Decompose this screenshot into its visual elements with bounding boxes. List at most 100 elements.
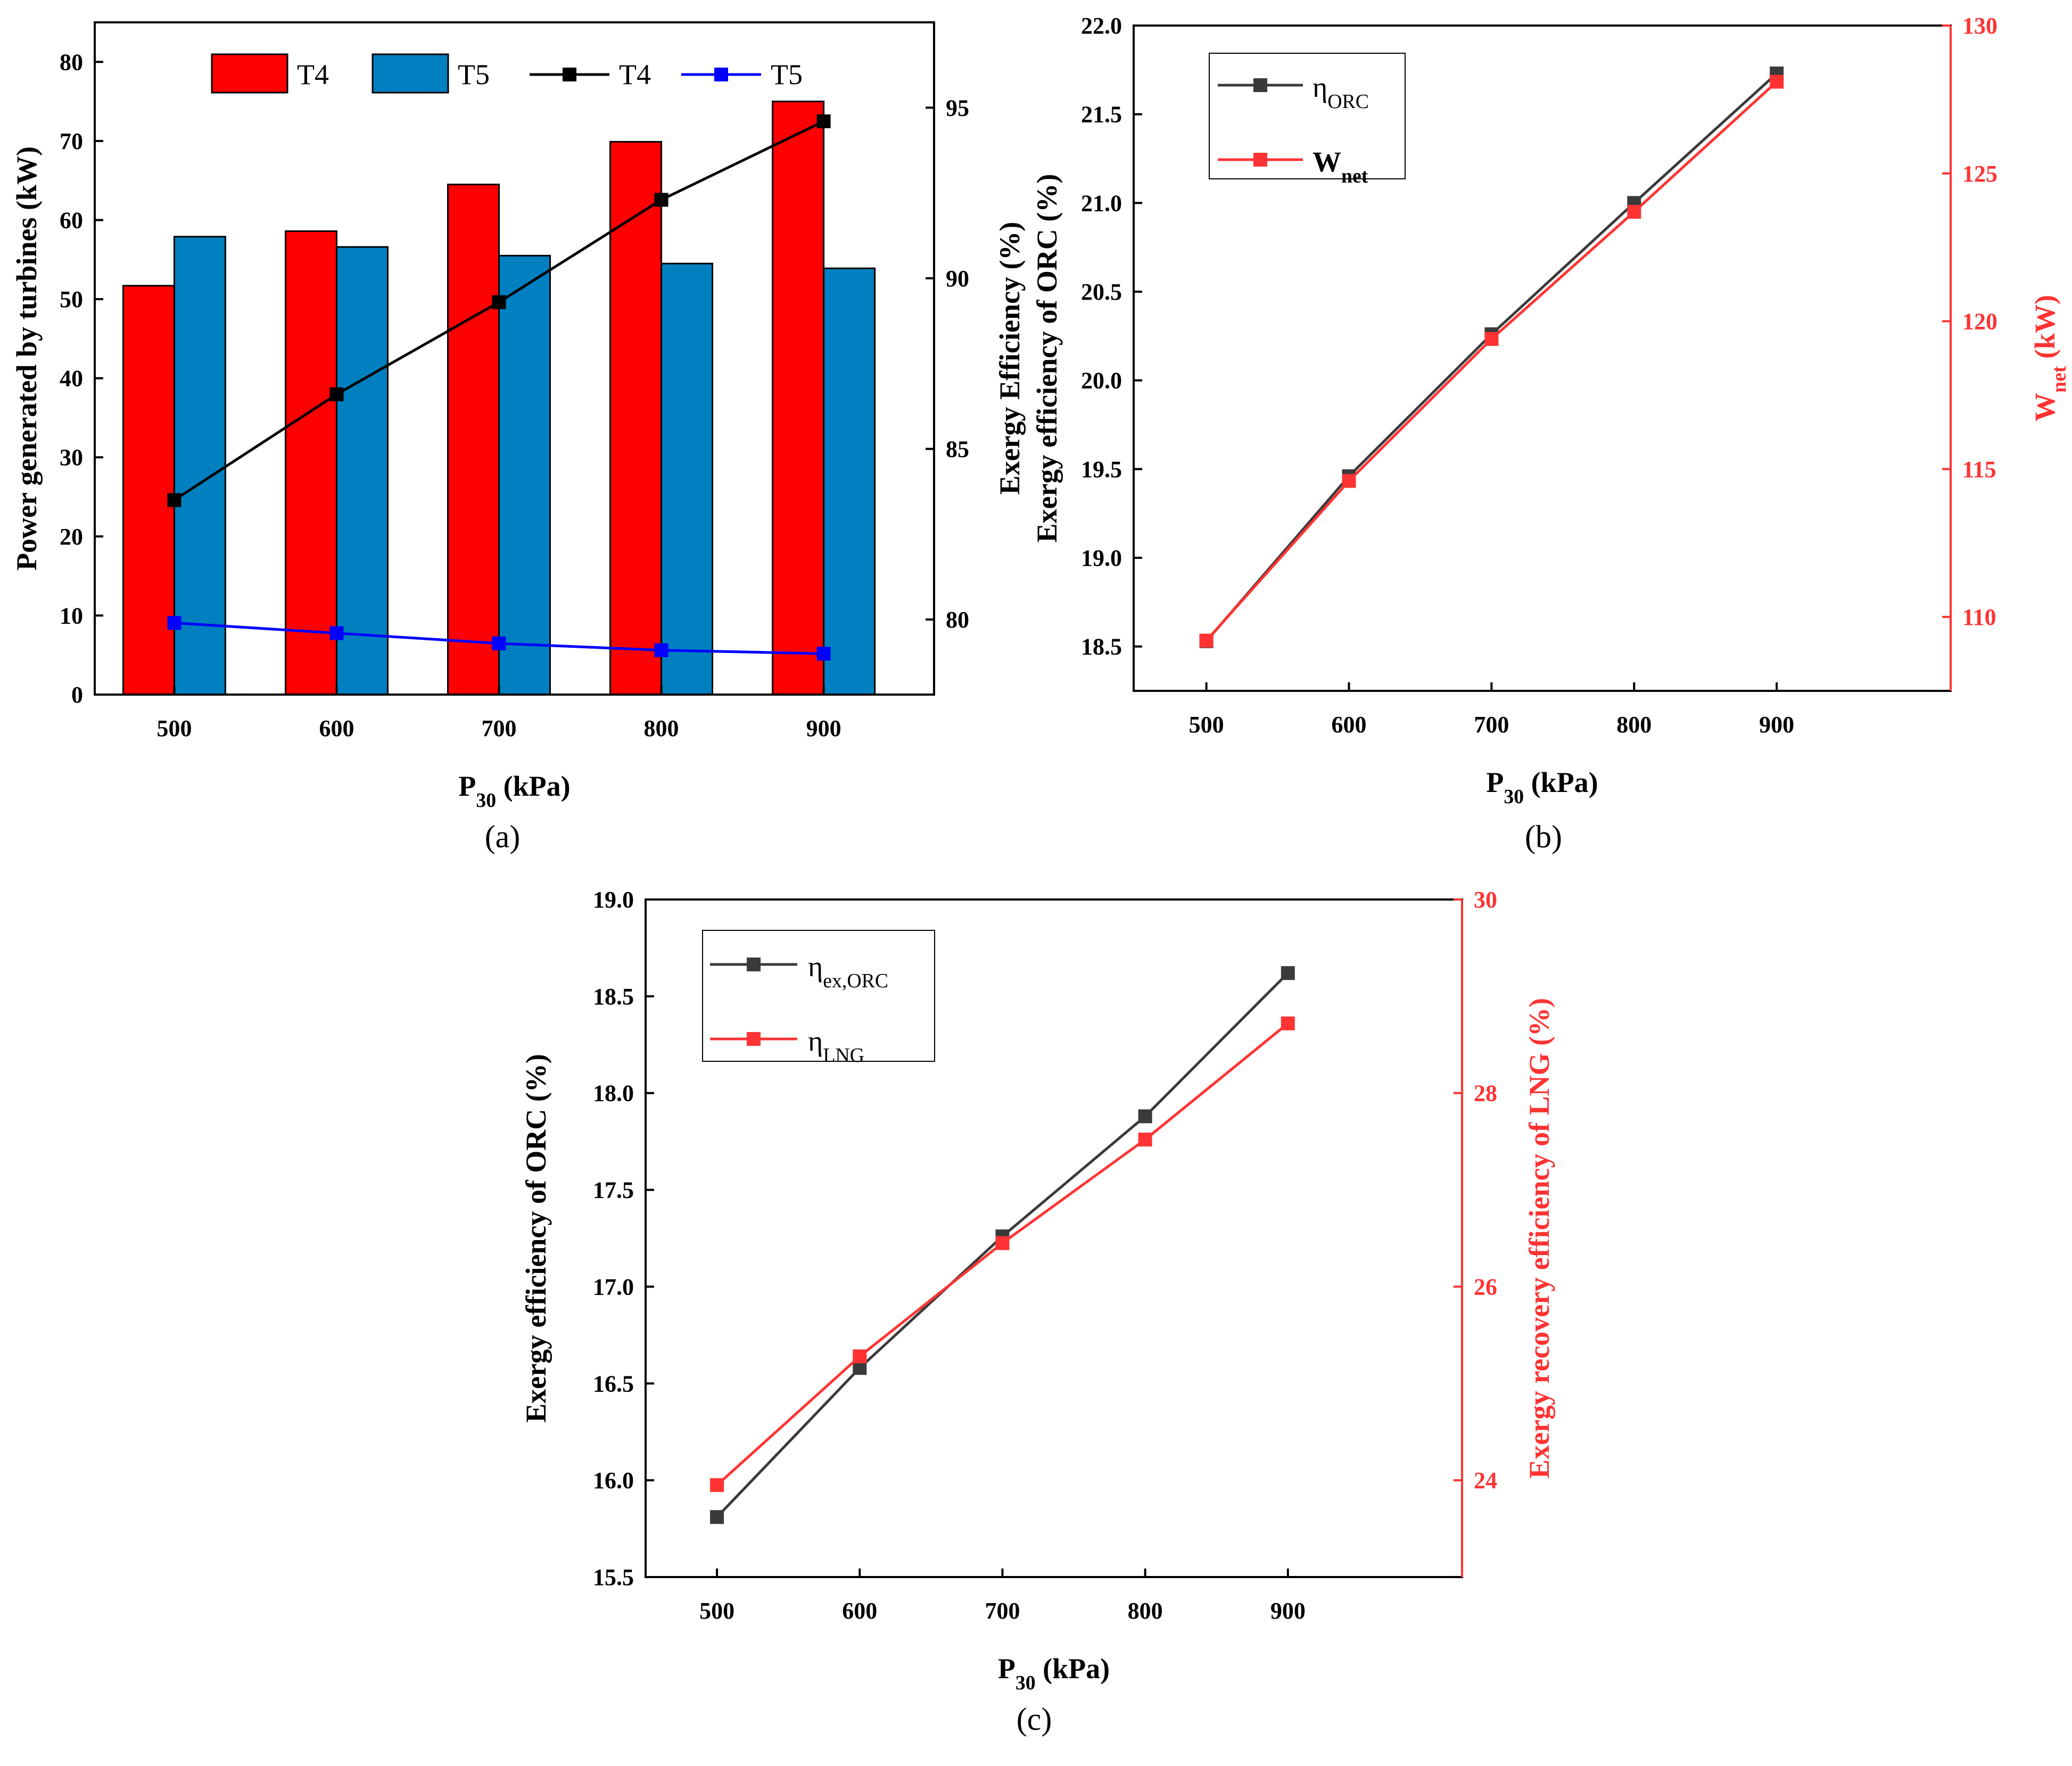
x-tick-label: 900 — [1759, 712, 1794, 738]
y-tick-label: 20.5 — [1081, 279, 1122, 305]
chart-panel-b: 500 600 700 800 900 P30 (kPa) 18.5 19.0 19.5 20.0… — [994, 13, 2070, 854]
y2-axis-title: Exergy recovery efficiency of LNG (%) — [1523, 998, 1555, 1479]
x-tick-label: 600 — [842, 1598, 877, 1624]
y2-tick-label: 120 — [1962, 309, 1997, 335]
point-net — [1627, 205, 1641, 219]
y-tick-label: 19.0 — [1081, 545, 1122, 571]
x-tick-label: 500 — [699, 1598, 734, 1624]
bar-t4 — [122, 285, 175, 696]
point-t4 — [816, 114, 831, 128]
y-tick-label: 19.5 — [1081, 456, 1122, 482]
y-tick-label: 21.5 — [1081, 102, 1122, 128]
y-tick-label: 30 — [60, 444, 83, 471]
y-tick-label: 18.0 — [593, 1080, 634, 1107]
panel-label-a: (a) — [485, 819, 521, 854]
legend-marker — [714, 68, 728, 81]
legend-label: Wnet — [1312, 146, 1368, 187]
point-net — [1770, 75, 1784, 89]
y-tick-label: 70 — [60, 128, 83, 154]
bar-t5 — [498, 254, 551, 696]
legend-label: ηLNG — [808, 1025, 864, 1067]
point-lng — [1138, 1133, 1152, 1147]
legend-marker — [747, 1032, 761, 1046]
legend-label: T5 — [458, 59, 490, 90]
point-net — [1342, 474, 1356, 488]
x-axis-title: P30 (kPa) — [998, 1653, 1110, 1694]
point-t5 — [654, 643, 668, 657]
legend-marker — [1253, 78, 1267, 92]
legend-marker — [1253, 153, 1267, 167]
x-tick-label: 700 — [985, 1598, 1020, 1624]
x-axis-title: P30 (kPa) — [1486, 766, 1598, 808]
bar-t4 — [447, 184, 500, 696]
point-ex-orc — [710, 1510, 724, 1524]
y2-tick-label: 80 — [946, 607, 969, 633]
x-tick-label: 900 — [806, 715, 841, 741]
y-tick-label: 20 — [60, 524, 83, 550]
x-tick-label: 600 — [319, 715, 354, 741]
point-t4 — [329, 387, 344, 401]
y2-tick-label: 90 — [946, 266, 969, 292]
point-t4 — [654, 193, 668, 207]
point-t5 — [492, 636, 506, 650]
y-axis-title-line1: Exergy Efficiency (%) — [994, 222, 1026, 495]
bar-t5 — [335, 246, 389, 696]
legend-marker — [563, 68, 576, 81]
x-tick-label: 600 — [1332, 712, 1367, 738]
legend-label: ηex,ORC — [808, 951, 888, 992]
point-net — [1199, 633, 1214, 648]
x-tick-label: 800 — [644, 715, 679, 741]
point-ex-orc — [1281, 966, 1295, 980]
x-axis-title: P30 (kPa) — [458, 770, 570, 812]
y-axis-title-line2: Exergy efficiency of ORC (%) — [1031, 174, 1063, 543]
point-lng — [995, 1236, 1010, 1250]
y2-tick-label: 130 — [1962, 13, 1997, 39]
y2-axis-title: Wnet (kW) — [2029, 295, 2070, 422]
y-tick-label: 15.5 — [593, 1564, 634, 1590]
y-axis-title: Exergy efficiency of ORC (%) — [520, 1054, 552, 1423]
chart-panel-a: 500 600 700 800 900 P30 (kPa) 0 10 20 30 40 50 60 70 8… — [11, 21, 969, 854]
point-t4 — [492, 295, 506, 309]
x-tick-label: 900 — [1270, 1598, 1306, 1624]
y-tick-label: 16.0 — [593, 1467, 634, 1493]
point-t4 — [167, 493, 181, 507]
legend-marker — [747, 958, 761, 971]
point-t5 — [167, 616, 181, 630]
y2-tick-label: 95 — [946, 95, 969, 121]
y-tick-label: 17.5 — [593, 1177, 634, 1203]
point-ex-orc — [1138, 1109, 1152, 1124]
chart-panel-c: 500 600 700 800 900 P30 (kPa) 15.5 16.0 16.5 17.0… — [520, 887, 1555, 1737]
y-tick-label: 0 — [71, 682, 83, 708]
y2-tick-label: 115 — [1962, 456, 1996, 482]
x-tick-label: 800 — [1616, 712, 1652, 738]
legend-label: T4 — [619, 59, 651, 90]
y-tick-label: 18.5 — [593, 984, 634, 1010]
y-tick-label: 21.0 — [1081, 190, 1122, 216]
y-tick-label: 40 — [60, 366, 83, 392]
y2-tick-label: 110 — [1962, 604, 1996, 630]
y-axis-title: Power generated by turbines (kW) — [11, 146, 43, 571]
bar-t5 — [173, 236, 226, 696]
y2-tick-label: 125 — [1962, 161, 1997, 187]
y-tick-label: 16.5 — [593, 1371, 634, 1397]
y2-tick-label: 24 — [1474, 1467, 1497, 1493]
y2-tick-label: 85 — [946, 436, 969, 462]
legend-swatch-t5 — [372, 53, 449, 94]
y-tick-label: 80 — [60, 49, 83, 75]
y-tick-label: 22.0 — [1081, 13, 1122, 39]
legend-label: T5 — [771, 59, 803, 90]
point-ex-orc — [853, 1361, 867, 1375]
point-lng — [1281, 1016, 1295, 1030]
x-tick-label: 700 — [1474, 712, 1509, 738]
legend-label: ηORC — [1312, 71, 1369, 113]
point-t5 — [816, 647, 831, 661]
point-t5 — [329, 626, 344, 640]
point-net — [1484, 332, 1499, 346]
y-tick-label: 18.5 — [1081, 634, 1122, 660]
x-tick-label: 800 — [1128, 1598, 1163, 1624]
y-tick-label: 19.0 — [593, 887, 634, 913]
x-tick-label: 500 — [156, 715, 192, 741]
x-tick-label: 700 — [482, 715, 517, 741]
legend-swatch-t4 — [211, 53, 288, 94]
